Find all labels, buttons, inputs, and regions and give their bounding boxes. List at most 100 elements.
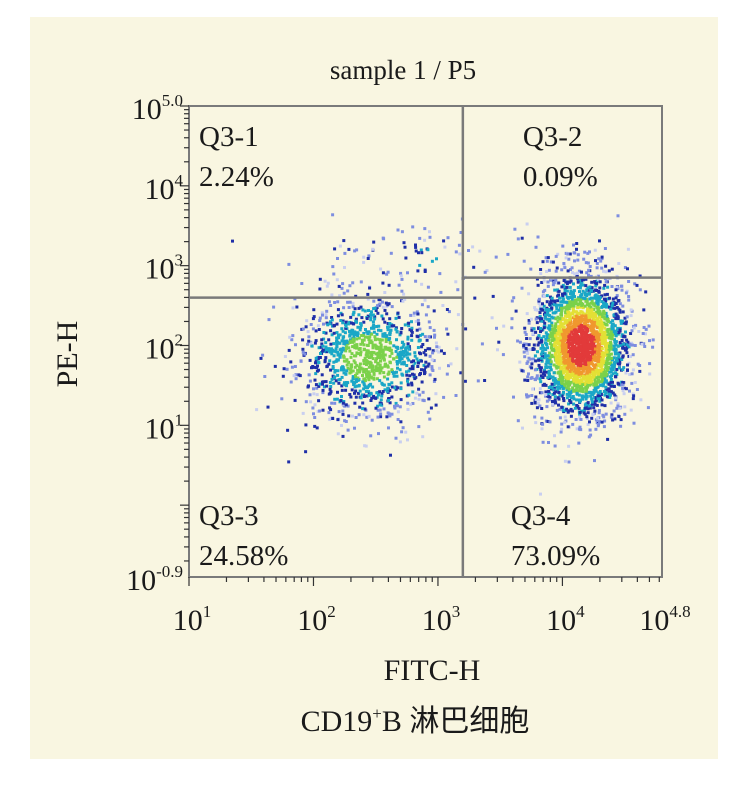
event-dot: [555, 266, 559, 270]
event-dot: [427, 362, 431, 366]
event-dot: [568, 280, 572, 284]
event-dot: [626, 363, 629, 367]
event-dot: [319, 345, 323, 349]
event-dot: [359, 322, 363, 326]
event-dot: [574, 339, 578, 343]
event-dot: [371, 369, 375, 372]
event-dot: [530, 394, 534, 397]
event-dot: [627, 354, 631, 358]
event-dot: [576, 322, 580, 326]
event-dot: [294, 377, 298, 381]
event-dot: [539, 492, 542, 496]
event-dot: [412, 359, 415, 363]
x-tick-label: 104: [546, 602, 585, 637]
event-dot: [589, 433, 593, 437]
event-dot: [597, 349, 601, 353]
event-dot: [613, 306, 617, 310]
event-dot: [609, 370, 613, 374]
event-dot: [542, 335, 546, 339]
event-dot: [569, 407, 573, 411]
event-dot: [355, 363, 359, 367]
event-dot: [606, 335, 609, 339]
event-dot: [568, 317, 572, 321]
event-dot: [335, 336, 339, 340]
event-dot: [330, 316, 334, 319]
event-dot: [340, 375, 344, 379]
event-dot: [337, 410, 341, 414]
event-dot: [596, 385, 600, 389]
event-dot: [581, 317, 585, 321]
event-dot: [387, 338, 391, 342]
event-dot: [371, 357, 375, 361]
event-dot: [546, 354, 550, 358]
event-dot: [567, 322, 570, 326]
event-dot: [567, 303, 571, 307]
event-dot: [383, 363, 387, 367]
event-dot: [579, 301, 583, 305]
event-dot: [378, 371, 382, 375]
event-dot: [355, 384, 359, 388]
event-dot: [629, 332, 633, 335]
event-dot: [354, 294, 358, 298]
event-dot: [377, 366, 381, 370]
event-dot: [538, 304, 542, 308]
event-dot: [540, 319, 544, 323]
event-dot: [367, 371, 371, 375]
event-dot: [594, 330, 598, 334]
event-dot: [535, 406, 539, 410]
event-dot: [577, 441, 581, 445]
event-dot: [534, 245, 538, 249]
event-dot: [647, 324, 651, 328]
event-dot: [315, 426, 319, 430]
event-dot: [535, 337, 539, 341]
event-dot: [366, 332, 370, 336]
event-dot: [562, 399, 566, 403]
event-dot: [387, 412, 391, 416]
event-dot: [629, 314, 633, 318]
event-dot: [403, 297, 407, 301]
event-dot: [336, 353, 340, 357]
event-dot: [561, 408, 565, 412]
x-tick-base: 10: [173, 604, 203, 637]
event-dot: [501, 353, 505, 357]
event-dot: [420, 380, 424, 384]
event-dot: [581, 387, 585, 391]
event-dot: [579, 344, 583, 348]
event-dot: [332, 331, 336, 335]
event-dot: [605, 314, 609, 318]
y-tick-exponent: 3: [175, 251, 184, 270]
event-dot: [567, 387, 571, 391]
event-dot: [533, 377, 537, 381]
event-dot: [619, 424, 623, 428]
event-dot: [411, 367, 415, 371]
event-dot: [304, 450, 308, 454]
quadrant-percent: 2.24%: [199, 161, 274, 193]
event-dot: [333, 247, 337, 251]
event-dot: [535, 376, 539, 380]
event-dot: [334, 379, 338, 383]
event-dot: [575, 242, 579, 245]
event-dot: [417, 251, 420, 255]
event-dot: [449, 362, 453, 366]
event-dot: [620, 288, 624, 292]
event-dot: [557, 380, 560, 383]
event-dot: [329, 304, 333, 307]
event-dot: [587, 369, 591, 373]
event-dot: [385, 272, 389, 276]
event-dot: [544, 393, 548, 397]
event-dot: [578, 412, 582, 416]
event-dot: [585, 292, 589, 296]
event-dot: [600, 367, 604, 371]
event-dot: [570, 330, 574, 334]
event-dot: [541, 372, 545, 376]
event-dot: [338, 294, 342, 298]
event-dot: [607, 336, 611, 340]
event-dot: [332, 360, 336, 364]
event-dot: [365, 360, 369, 364]
event-dot: [351, 301, 355, 305]
event-dot: [595, 376, 599, 380]
event-dot: [581, 397, 585, 401]
event-dot: [323, 279, 327, 283]
event-dot: [432, 328, 436, 332]
event-dot: [568, 300, 572, 304]
